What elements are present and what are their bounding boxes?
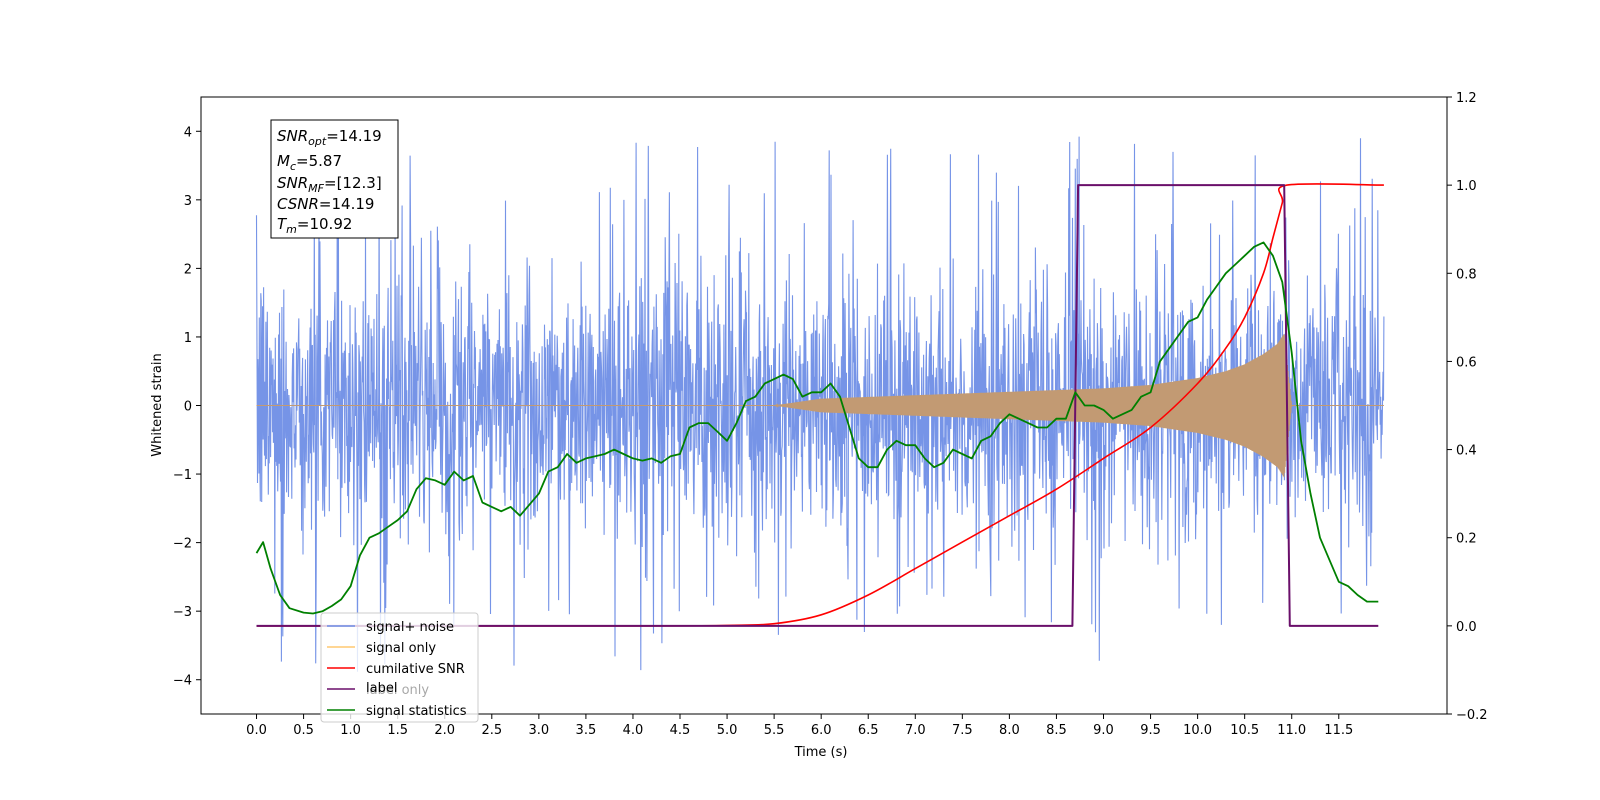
legend-label: label bbox=[366, 681, 397, 696]
x-tick-label: 1.0 bbox=[340, 723, 361, 738]
x-tick-label: 7.5 bbox=[952, 723, 973, 738]
x-tick-label: 11.5 bbox=[1324, 723, 1353, 738]
info-box: SNRopt=14.19 Mc=5.87 SNRMF=[12.3] CSNR=1… bbox=[270, 119, 399, 239]
y-tick-label: −4 bbox=[173, 674, 192, 689]
x-axis-label: Time (s) bbox=[794, 745, 848, 760]
legend-signal-noise: signal+ noise bbox=[366, 620, 454, 635]
y-right-tick-label: 0.6 bbox=[1456, 355, 1477, 370]
x-tick-label: 10.0 bbox=[1183, 723, 1212, 738]
y-tick-label: 1 bbox=[184, 331, 192, 346]
series-signal-statistics bbox=[255, 241, 1379, 615]
x-tick-label: 7.0 bbox=[905, 723, 926, 738]
y-tick-label: 2 bbox=[184, 262, 192, 277]
x-tick-label: 8.5 bbox=[1046, 723, 1067, 738]
y-right-tick-label: 1.0 bbox=[1456, 179, 1477, 194]
y-tick-label: −1 bbox=[173, 468, 192, 483]
x-tick-label: 4.0 bbox=[623, 723, 644, 738]
y-axis-left: 4 3 2 1 0 −1 −2 −3 −4 bbox=[173, 125, 201, 689]
x-tick-label: 3.5 bbox=[576, 723, 597, 738]
info-snr-opt: SNRopt=14.19 bbox=[277, 127, 382, 148]
y-tick-label: −3 bbox=[173, 605, 192, 620]
x-tick-label: 8.0 bbox=[999, 723, 1020, 738]
info-csnr: CSNR=14.19 bbox=[277, 195, 374, 213]
info-tm: Tm=10.92 bbox=[277, 215, 352, 236]
legend-signal-statistics: signal statistics bbox=[366, 704, 467, 719]
x-tick-label: 1.5 bbox=[387, 723, 408, 738]
x-tick-label: 10.5 bbox=[1230, 723, 1259, 738]
x-tick-label: 9.5 bbox=[1140, 723, 1161, 738]
y-axis-label: Whitened strain bbox=[150, 353, 165, 456]
x-tick-label: 0.0 bbox=[246, 723, 267, 738]
x-tick-label: 2.0 bbox=[434, 723, 455, 738]
y-right-tick-label: −0.2 bbox=[1456, 708, 1488, 723]
x-tick-label: 9.0 bbox=[1093, 723, 1114, 738]
x-tick-label: 5.5 bbox=[764, 723, 785, 738]
info-snr-mf: SNRMF=[12.3] bbox=[277, 174, 382, 195]
legend: signal+ noise signal only cumilative SNR… bbox=[320, 612, 479, 723]
info-mc: Mc=5.87 bbox=[277, 152, 342, 173]
y-tick-label: 3 bbox=[184, 194, 192, 209]
y-tick-label: 0 bbox=[184, 400, 192, 415]
y-right-tick-label: 0.8 bbox=[1456, 267, 1477, 282]
x-tick-label: 5.0 bbox=[717, 723, 738, 738]
series-label bbox=[256, 184, 1379, 627]
x-tick-label: 6.0 bbox=[811, 723, 832, 738]
y-tick-label: 4 bbox=[184, 125, 192, 140]
y-right-tick-label: 0.0 bbox=[1456, 620, 1477, 635]
legend-label-only: label only bbox=[366, 683, 429, 698]
y-tick-label: −2 bbox=[173, 537, 192, 552]
x-tick-label: 0.5 bbox=[293, 723, 314, 738]
y-right-tick-label: 0.4 bbox=[1456, 444, 1477, 459]
series-signal-only bbox=[256, 334, 1384, 478]
series-layer bbox=[255, 136, 1385, 672]
x-axis: 0.0 0.5 1.0 1.5 2.0 2.5 3.0 3.5 4.0 4.5 5.0 5.5 6.0 6… bbox=[246, 714, 1353, 738]
legend-cumulative-snr: cumilative SNR bbox=[366, 662, 465, 677]
y-axis-right: 1.2 1.0 0.8 0.6 0.4 0.2 0.0 −0.2 bbox=[1447, 91, 1488, 723]
y-right-tick-label: 0.2 bbox=[1456, 532, 1477, 547]
x-tick-label: 4.5 bbox=[670, 723, 691, 738]
x-tick-label: 6.5 bbox=[858, 723, 879, 738]
x-tick-label: 3.0 bbox=[529, 723, 550, 738]
x-tick-label: 2.5 bbox=[481, 723, 502, 738]
series-signal-noise bbox=[255, 136, 1385, 672]
legend-signal-only: signal only bbox=[366, 641, 436, 656]
x-tick-label: 11.0 bbox=[1277, 723, 1306, 738]
y-right-tick-label: 1.2 bbox=[1456, 91, 1477, 106]
